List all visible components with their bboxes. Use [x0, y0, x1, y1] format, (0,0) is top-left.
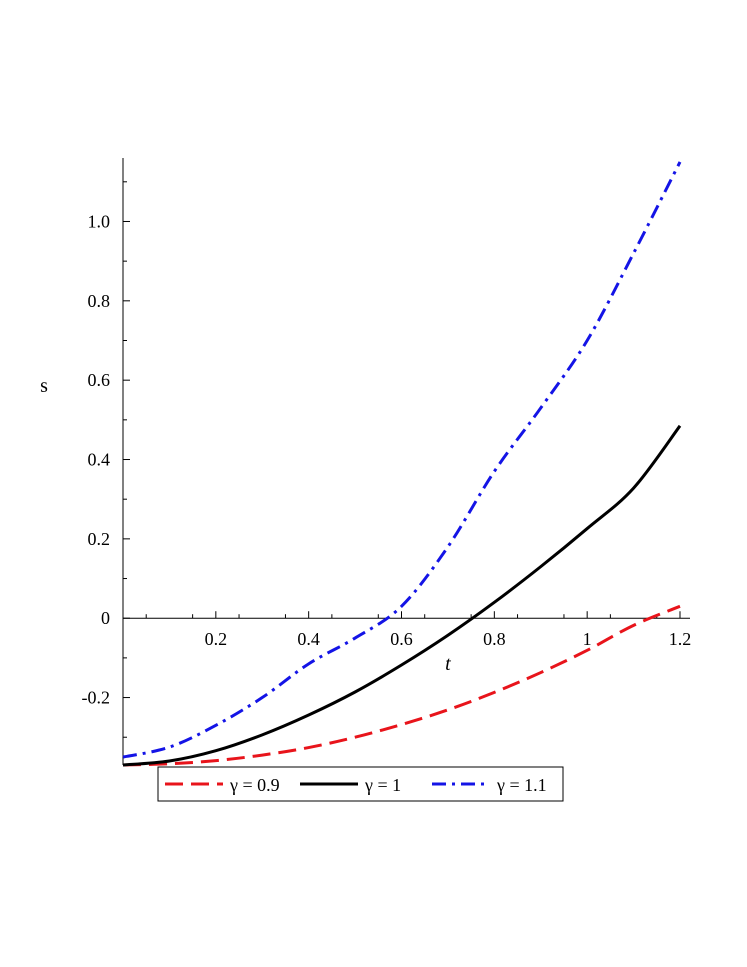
y-tick-label: 0.2	[88, 529, 111, 549]
x-tick-label: 0.6	[390, 629, 413, 649]
y-axis-label: s	[40, 375, 48, 397]
series-line-2	[122, 161, 682, 759]
legend: γ = 0.9 γ = 1 γ = 1.1	[157, 766, 564, 802]
x-tick-label: 0.8	[483, 629, 506, 649]
y-tick-label: 0.8	[88, 291, 111, 311]
x-tick-label: 0.4	[297, 629, 320, 649]
x-tick-label: 0.2	[205, 629, 228, 649]
series-layer	[122, 161, 682, 767]
y-tick-label: 0.6	[88, 370, 111, 390]
y-tick-label: 0	[101, 608, 110, 628]
y-tick-label: 0.4	[88, 450, 111, 470]
series-line-0	[122, 604, 681, 767]
x-tick-label: 1.2	[669, 629, 692, 649]
y-tick-label: -0.2	[82, 688, 111, 708]
legend-label-1: γ = 1	[364, 775, 401, 795]
legend-label-0: γ = 0.9	[229, 775, 280, 795]
x-tick-label: 1	[583, 629, 592, 649]
x-axis-label: t	[445, 653, 451, 675]
axes: 0.2 0.4 0.6 0.8 1 1.2 -0.2 0 0.2 0.4 0.6 0.8 1.0	[82, 158, 692, 765]
y-tick-label: 1.0	[88, 211, 111, 231]
legend-box	[157, 766, 564, 802]
series-line-1	[122, 424, 682, 767]
legend-label-2: γ = 1.1	[496, 775, 547, 795]
